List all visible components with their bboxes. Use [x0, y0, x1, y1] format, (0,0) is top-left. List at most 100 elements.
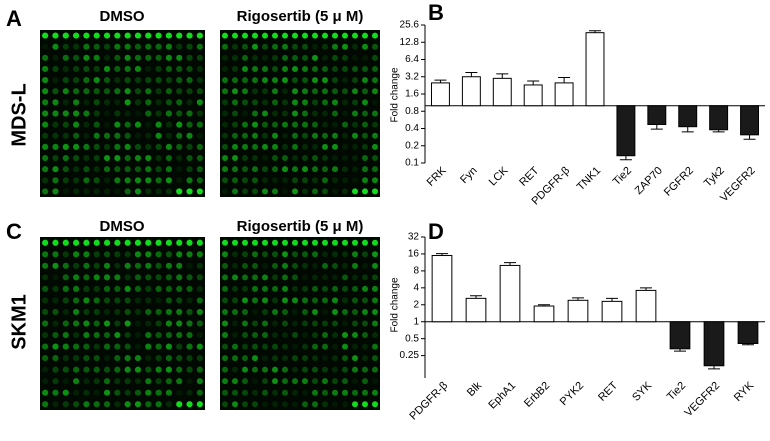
array-spot [322, 65, 328, 72]
array-spot [62, 366, 69, 373]
array-spot [52, 274, 59, 281]
array-spot [52, 177, 59, 184]
array-spot [186, 378, 193, 385]
array-spot [52, 121, 59, 128]
array-spot [186, 343, 193, 350]
array-spot [186, 54, 193, 61]
bar [554, 82, 574, 107]
array-spot [262, 343, 268, 350]
array-spot [242, 143, 248, 150]
array-spot [124, 54, 131, 61]
array-spot [165, 262, 172, 269]
array-spot [83, 188, 90, 195]
array-spot [124, 88, 131, 95]
array-spot [176, 65, 183, 73]
array-spot [332, 366, 338, 373]
array-spot [312, 110, 318, 117]
array-spot [322, 285, 328, 292]
array-spot [114, 166, 121, 173]
array-spot [83, 154, 90, 162]
array-spot [124, 297, 131, 304]
panel-label: D [428, 219, 444, 244]
array-spot [176, 166, 183, 173]
array-spot [145, 308, 152, 316]
array-spot [272, 54, 278, 61]
array-spot [322, 366, 328, 373]
array-spot [114, 77, 121, 84]
array-spot [134, 355, 142, 362]
array-spot [272, 177, 278, 184]
array-spot [73, 177, 80, 184]
array-spot [372, 262, 378, 269]
array-spot [242, 355, 248, 362]
y-tick-label: 2 [413, 299, 419, 310]
array-spot [114, 343, 121, 350]
array-spot [302, 99, 308, 106]
array-spot [322, 54, 328, 61]
array-spot [342, 355, 348, 362]
array-spot [62, 297, 69, 304]
array-spot [134, 188, 142, 195]
array-spot [352, 65, 358, 72]
x-tick-label: PDGFR-β [407, 380, 450, 423]
array-spot [83, 54, 90, 61]
array-spot [124, 43, 131, 50]
array-spot [93, 77, 100, 84]
array-spot [232, 389, 238, 396]
error-bar [674, 348, 686, 352]
y-tick-label: 1 [413, 316, 419, 327]
array-spot [176, 154, 183, 162]
array-spot [352, 99, 358, 106]
array-spot [232, 343, 238, 350]
array-spot [176, 99, 183, 106]
array-spot [372, 378, 378, 385]
array-spot [312, 355, 318, 362]
array-spot [145, 132, 152, 139]
array-spot [73, 77, 80, 84]
array-spot [302, 121, 308, 128]
array-spot [145, 251, 152, 258]
array-spot [312, 143, 318, 150]
array-spot [176, 285, 183, 292]
array-spot [302, 54, 308, 61]
array-spot [362, 320, 368, 327]
array-spot [232, 401, 238, 408]
array-spot [292, 285, 298, 292]
array-spot [272, 366, 278, 373]
array-spot [165, 32, 172, 39]
array-spot [282, 99, 288, 106]
array-spot [222, 401, 228, 408]
array-spot [155, 262, 162, 269]
array-spot [252, 378, 258, 385]
array-spot [282, 88, 288, 95]
array-spot [332, 285, 338, 292]
array-spot [114, 366, 121, 373]
array-spot [134, 389, 142, 396]
array-spot [242, 110, 248, 117]
array-spot [362, 177, 368, 184]
array-spot [155, 251, 162, 258]
array-spot [73, 297, 80, 304]
array-spot [176, 77, 183, 84]
array-spot [176, 54, 183, 61]
array-spot [176, 43, 183, 50]
array-spot [134, 54, 142, 61]
array-spot [103, 132, 111, 139]
array-spot [292, 262, 298, 269]
array-spot [124, 154, 131, 162]
array-spot [124, 77, 131, 84]
array-spot [42, 132, 49, 139]
array-spot [42, 378, 49, 385]
array-spot [292, 188, 298, 195]
array-spot [282, 355, 288, 362]
array-spot [292, 308, 298, 315]
array-spot [242, 343, 248, 350]
array-spot [332, 65, 338, 72]
array-spot [292, 99, 298, 106]
array-spot [232, 251, 238, 258]
array-spot [114, 88, 121, 95]
array-spot [176, 262, 183, 269]
array-spot [114, 121, 121, 128]
array-spot [93, 32, 100, 39]
array-spot [93, 88, 100, 95]
